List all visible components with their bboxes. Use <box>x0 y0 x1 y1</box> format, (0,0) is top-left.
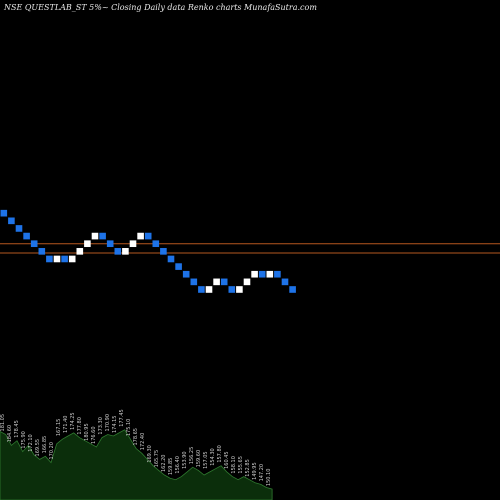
price-label: 155.65 <box>238 456 244 474</box>
reference-lines <box>0 243 500 254</box>
renko-brick-down <box>30 240 38 248</box>
renko-brick-down <box>175 263 182 270</box>
price-label: 167.15 <box>56 419 62 437</box>
renko-brick-up <box>68 255 76 263</box>
price-label: 172.40 <box>140 433 146 451</box>
price-label: 157.80 <box>217 445 223 463</box>
renko-brick-down <box>190 278 198 286</box>
price-label: 156.25 <box>189 447 195 465</box>
renko-brick-up <box>236 286 243 293</box>
renko-bricks <box>0 209 296 293</box>
price-label: 147.20 <box>259 464 265 482</box>
price-label: 175.90 <box>21 431 27 449</box>
renko-brick-up <box>53 255 61 263</box>
renko-brick-up <box>76 248 84 255</box>
volume-area-path <box>0 429 273 500</box>
renko-brick-up <box>122 248 129 255</box>
renko-brick-up <box>213 278 220 286</box>
price-label: 174.25 <box>70 412 76 430</box>
renko-brick-down <box>23 232 30 240</box>
price-label: 169.30 <box>147 445 153 463</box>
price-label: 162.20 <box>161 455 167 473</box>
price-label: 181.05 <box>0 414 6 432</box>
price-label: 150.10 <box>266 469 272 487</box>
price-label: 149.95 <box>252 462 258 480</box>
renko-brick-up <box>84 240 91 248</box>
price-label: 177.45 <box>119 409 125 427</box>
price-label: 172.10 <box>28 434 34 452</box>
price-label: 158.10 <box>231 456 237 474</box>
price-label: 152.85 <box>245 459 251 477</box>
renko-brick-down <box>15 225 23 232</box>
renko-brick-down <box>99 232 106 240</box>
renko-brick-down <box>281 278 289 286</box>
price-label: 157.05 <box>203 451 209 469</box>
price-label: 170.20 <box>49 442 55 460</box>
renko-brick-down <box>274 270 281 278</box>
renko-brick-up <box>129 240 137 248</box>
renko-brick-down <box>182 270 190 278</box>
renko-brick-down <box>167 255 175 263</box>
renko-brick-down <box>38 248 46 255</box>
price-label: 170.90 <box>105 414 111 432</box>
renko-brick-down <box>152 240 160 248</box>
renko-brick-down <box>220 278 228 286</box>
renko-brick-down <box>106 240 114 248</box>
price-label: 165.75 <box>154 450 160 468</box>
price-label: 166.85 <box>42 436 48 454</box>
renko-brick-up <box>266 270 274 278</box>
renko-brick-down <box>228 286 236 293</box>
renko-brick-down <box>160 248 167 255</box>
volume-area <box>0 429 273 500</box>
price-label: 159.85 <box>168 458 174 476</box>
renko-brick-down <box>0 209 8 217</box>
price-label: 171.40 <box>63 416 69 434</box>
renko-brick-down <box>258 270 266 278</box>
renko-brick-up <box>137 232 144 240</box>
price-label: 156.40 <box>175 456 181 474</box>
renko-brick-down <box>114 248 122 255</box>
chart-title: NSE QUESTLAB_ST 5%~ Closing Daily data R… <box>4 3 317 12</box>
price-label: 180.95 <box>84 423 90 441</box>
renko-brick-down <box>198 286 205 293</box>
price-label: 178.65 <box>133 428 139 446</box>
price-label: 177.80 <box>77 417 83 435</box>
price-label: 178.45 <box>14 420 20 438</box>
renko-brick-up <box>91 232 99 240</box>
renko-brick-down <box>144 232 152 240</box>
renko-brick-down <box>8 217 15 225</box>
price-label: 160.45 <box>224 451 230 469</box>
price-label: 169.55 <box>35 439 41 457</box>
price-label: 159.60 <box>196 450 202 468</box>
renko-brick-up <box>243 278 251 286</box>
price-label: 176.60 <box>91 426 97 444</box>
price-label: 175.10 <box>126 419 132 437</box>
price-label: 154.30 <box>210 448 216 466</box>
renko-brick-down <box>289 286 296 293</box>
price-label: 174.15 <box>112 416 118 434</box>
price-label: 184.60 <box>7 425 13 443</box>
renko-brick-up <box>205 286 213 293</box>
renko-brick-down <box>46 255 53 263</box>
price-label: 173.30 <box>98 417 104 435</box>
renko-brick-up <box>251 270 258 278</box>
price-label: 153.90 <box>182 451 188 469</box>
renko-brick-down <box>61 255 68 263</box>
